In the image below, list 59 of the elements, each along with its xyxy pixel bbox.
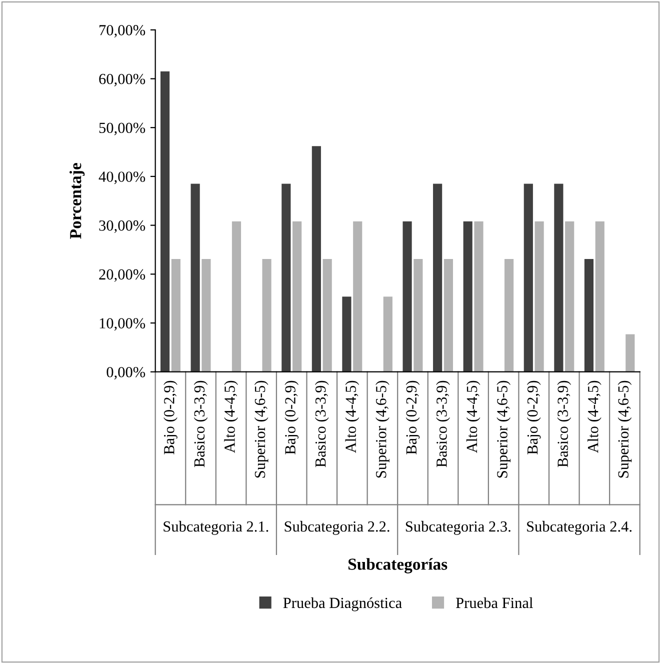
bar bbox=[232, 221, 242, 372]
y-tick-label: 70,00% bbox=[100, 25, 146, 38]
text: Subcategoria 2.1. bbox=[164, 520, 268, 535]
x-tick-label: Alto (4-4,5) bbox=[587, 380, 602, 453]
bar bbox=[383, 296, 392, 372]
legend-label: Prueba Diagnóstica bbox=[283, 597, 402, 612]
x-tick-label: Superior (4,6-5) bbox=[376, 380, 390, 478]
bar bbox=[554, 184, 564, 372]
bar bbox=[322, 258, 332, 372]
y-tick-label: 50,00% bbox=[99, 122, 146, 136]
bar bbox=[504, 258, 514, 372]
x-tick-label: Basico (3-3,9) bbox=[436, 380, 450, 468]
x-tick-label: Bajo (0-2,9) bbox=[164, 380, 178, 454]
x-tick-label: Basico (3-3,9) bbox=[194, 380, 208, 468]
y-tick-label: 30,00% bbox=[99, 220, 146, 233]
bar bbox=[262, 258, 272, 372]
x-tick-label: Bajo (0-2,9) bbox=[406, 380, 420, 454]
x-tick-label: Bajo (0-2,9) bbox=[526, 380, 541, 454]
bar bbox=[402, 221, 412, 372]
bar bbox=[282, 184, 291, 372]
bar bbox=[474, 221, 484, 372]
bar bbox=[444, 258, 454, 372]
bar bbox=[463, 221, 472, 372]
text: Subcategoria 2.2. bbox=[284, 520, 390, 535]
x-axis-title: Subcategorías bbox=[348, 558, 448, 574]
bar bbox=[414, 258, 423, 372]
y-tick-label: 10,00% bbox=[100, 318, 146, 331]
bar bbox=[190, 184, 200, 372]
bar bbox=[626, 334, 635, 372]
y-axis-title: Porcentaje bbox=[70, 163, 85, 239]
y-tick-label: 0,00% bbox=[106, 366, 146, 380]
x-tick-label: Superior (4,6-5) bbox=[618, 380, 632, 478]
x-tick-label: Superior (4,6-5) bbox=[254, 380, 268, 478]
bar bbox=[353, 221, 362, 372]
bar bbox=[312, 146, 321, 372]
x-tick-label: Alto (4-4,5) bbox=[224, 380, 238, 453]
y-tick-label: 40,00% bbox=[98, 172, 146, 184]
bar bbox=[565, 221, 574, 372]
bar bbox=[433, 184, 442, 372]
bar bbox=[202, 258, 211, 372]
x-tick-label: Bajo (0-2,9) bbox=[284, 380, 299, 454]
text: Subcategoria 2.3. bbox=[406, 520, 510, 535]
x-tick-label: Alto (4-4,5) bbox=[466, 380, 480, 453]
y-tick-label: 20,00% bbox=[99, 269, 146, 282]
bar bbox=[524, 184, 533, 372]
bar bbox=[534, 221, 544, 372]
bar bbox=[292, 221, 302, 372]
text: Subcategoria 2.4. bbox=[527, 520, 632, 535]
legend-label: Prueba Final bbox=[456, 597, 533, 608]
bar bbox=[342, 296, 352, 372]
bar bbox=[584, 258, 594, 372]
x-tick-label: Basico (3-3,9) bbox=[557, 380, 572, 468]
bar bbox=[595, 221, 604, 372]
x-tick-label: Alto (4-4,5) bbox=[345, 380, 360, 453]
y-tick-label: 60,00% bbox=[99, 74, 146, 86]
bar bbox=[160, 71, 170, 372]
bar bbox=[171, 258, 180, 372]
x-tick-label: Basico (3-3,9) bbox=[314, 380, 329, 468]
x-tick-label: Superior (4,6-5) bbox=[496, 380, 511, 478]
